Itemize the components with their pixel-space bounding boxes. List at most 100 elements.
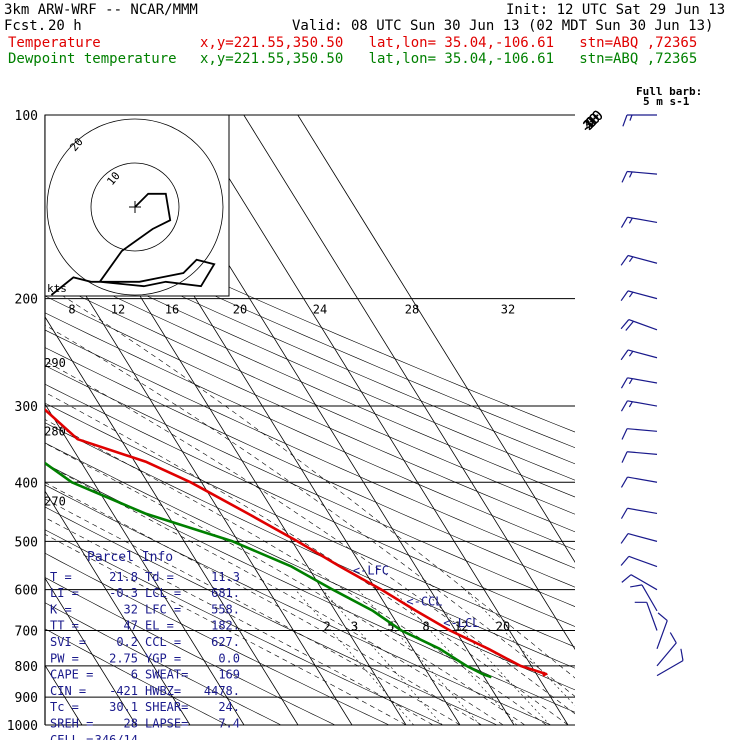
parcel-value: 681.	[211, 586, 240, 600]
legend-dewpoint-info: x,y=221.55,350.50 lat,lon= 35.04,-106.61…	[200, 51, 698, 67]
wind-barb	[627, 451, 658, 455]
dry-adiabat-line	[45, 329, 575, 569]
dry-adiabat-line	[45, 577, 336, 725]
mixing-ratio-label: 8	[422, 620, 429, 634]
legend-temperature: Temperature	[8, 35, 101, 51]
moist-adiabat-label: 20	[233, 303, 247, 317]
wind-barb	[656, 642, 677, 667]
wind-barb-flag	[620, 476, 628, 488]
wind-barb-flag	[620, 533, 629, 544]
isotherm-line	[189, 115, 569, 725]
wind-barb	[646, 602, 658, 631]
mixing-ratio-line	[423, 589, 551, 725]
moist-adiabat-label: 28	[405, 303, 419, 317]
legend-temperature-info: x,y=221.55,350.50 lat,lon= 35.04,-106.61…	[200, 35, 698, 51]
parcel-value: -421	[109, 684, 138, 698]
wind-barb-flag	[621, 171, 628, 183]
pressure-label: 700	[15, 625, 38, 640]
wind-barb	[630, 574, 658, 591]
pressure-label: 500	[15, 535, 38, 550]
parcel-value: 24.	[218, 700, 240, 714]
parcel-label: LI =	[50, 586, 79, 600]
isotherm-line	[45, 316, 299, 725]
pressure-label: 400	[15, 476, 38, 491]
parcel-label: HWBZ=	[145, 684, 181, 698]
parcel-value: 47	[124, 619, 138, 633]
mixing-ratio-label: 3	[351, 620, 358, 634]
pressure-label: 100	[15, 109, 38, 124]
parcel-label: LFC =	[145, 602, 181, 616]
pressure-label: 300	[15, 400, 38, 415]
wind-barb-flag	[630, 584, 643, 588]
moist-adiabat-line	[45, 533, 407, 725]
wind-barb	[627, 533, 658, 542]
parcel-label: CELL =	[50, 733, 93, 740]
parcel-value: 0.0	[218, 651, 240, 665]
level-annotation: <-CCL	[406, 594, 442, 608]
wind-key-value: 5 m s-1	[643, 95, 690, 108]
wind-barb-flag	[657, 612, 668, 622]
parcel-label: CAPE =	[50, 668, 93, 682]
dry-adiabat-line	[45, 347, 575, 588]
dry-adiabat-line	[45, 312, 575, 551]
wind-barb-flag	[669, 632, 677, 644]
dry-adiabat-line	[45, 365, 575, 607]
wind-barb-flag	[628, 291, 634, 298]
parcel-value: 7.4	[218, 717, 240, 731]
pressure-label: 600	[15, 584, 38, 599]
parcel-value: 28	[124, 717, 138, 731]
dry-adiabat-line	[45, 442, 575, 691]
parcel-label: SVI =	[50, 635, 86, 649]
parcel-label: SREH =	[50, 717, 93, 731]
wind-barb	[641, 584, 658, 612]
level-annotation: <-LFC	[353, 563, 389, 577]
moist-adiabat-label: 12	[111, 303, 125, 317]
legend-dewpoint: Dewpoint temperature	[8, 51, 177, 67]
pressure-label: 1000	[7, 719, 38, 734]
moist-adiabat-line	[45, 498, 461, 725]
parcel-value: 558.	[211, 602, 240, 616]
parcel-label: LCL =	[145, 586, 181, 600]
wind-barb-flag	[620, 377, 628, 389]
mixing-ratio-label: 2	[324, 620, 331, 634]
wind-barb-flag	[620, 255, 629, 266]
dry-adiabat-line	[45, 263, 575, 498]
wind-barb-flag	[628, 256, 634, 263]
hodograph-ring	[90, 162, 180, 252]
dry-adiabat-line	[45, 463, 575, 713]
wind-barb-flag	[620, 555, 630, 566]
dry-adiabat-label: 290	[44, 356, 66, 370]
dry-adiabat-line	[45, 602, 282, 725]
wind-barb-flag	[628, 217, 633, 224]
parcel-label: CIN =	[50, 684, 86, 698]
dry-adiabat-line	[45, 506, 498, 725]
dry-adiabat-line	[45, 295, 575, 533]
wind-barb	[627, 476, 658, 483]
parcel-value: 11.3	[211, 570, 240, 584]
init-time: Init: 12 UTC Sat 29 Jun 13	[506, 2, 726, 18]
parcel-value: 32	[124, 602, 138, 616]
moist-adiabat-label: 32	[501, 303, 515, 317]
parcel-value: 2.75	[109, 651, 138, 665]
dry-adiabat-line	[45, 529, 444, 725]
wind-barb-flag	[629, 114, 633, 121]
level-annotation: <-LCL	[443, 616, 479, 630]
parcel-label: YGP =	[145, 651, 181, 665]
wind-key-title: Full barb:	[636, 85, 702, 98]
parcel-value: 627.	[211, 635, 240, 649]
wind-barb-flag	[620, 400, 628, 412]
temperature-line	[45, 408, 548, 677]
wind-barb	[656, 660, 684, 677]
parcel-value: -0.3	[109, 586, 138, 600]
parcel-label: LAPSE=	[145, 717, 188, 731]
dewpoint-line	[45, 461, 492, 679]
moist-adiabat-label: 8	[68, 303, 75, 317]
wind-barb	[628, 555, 658, 568]
pressure-label: 800	[15, 660, 38, 675]
dry-adiabat-line	[45, 247, 575, 481]
parcel-value: 169	[218, 668, 240, 682]
isotherm-line	[297, 115, 575, 563]
parcel-info-title: Parcel Info	[87, 550, 173, 565]
pressure-label: 200	[15, 293, 38, 308]
